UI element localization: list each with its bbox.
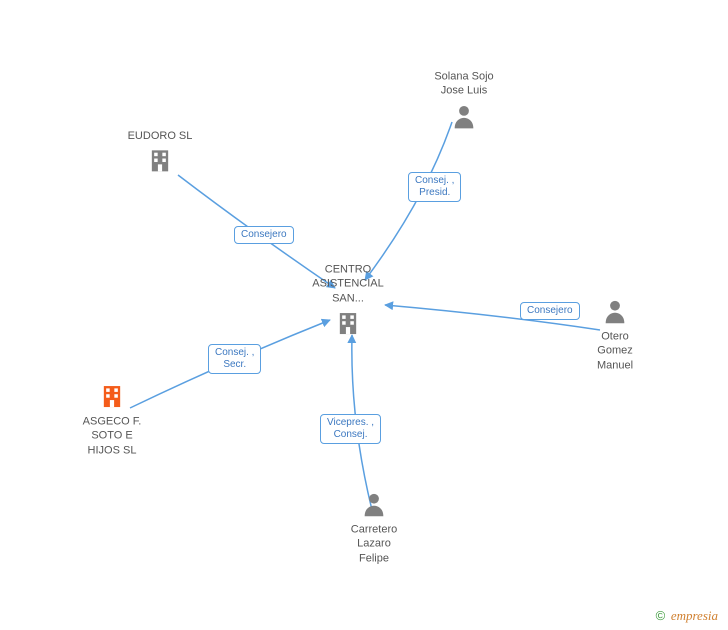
node-solana[interactable]: Solana Sojo Jose Luis xyxy=(419,70,509,131)
person-icon xyxy=(329,491,419,519)
node-center[interactable]: CENTRO ASISTENCIAL SAN... xyxy=(303,263,393,338)
node-label: Otero Gomez Manuel xyxy=(570,330,660,373)
node-label: Carretero Lazaro Felipe xyxy=(329,523,419,566)
person-icon xyxy=(419,102,509,130)
node-label: Solana Sojo Jose Luis xyxy=(419,70,509,99)
node-carretero[interactable]: Carretero Lazaro Felipe xyxy=(329,491,419,566)
node-otero[interactable]: Otero Gomez Manuel xyxy=(570,298,660,373)
node-label: ASGECO F. SOTO E HIJOS SL xyxy=(67,415,157,458)
building-icon xyxy=(303,309,393,337)
person-icon xyxy=(570,298,660,326)
node-asgeco[interactable]: ASGECO F. SOTO E HIJOS SL xyxy=(67,383,157,458)
node-label: CENTRO ASISTENCIAL SAN... xyxy=(303,263,393,306)
node-label: EUDORO SL xyxy=(115,129,205,143)
edge-label-asgeco: Consej. , Secr. xyxy=(208,344,261,374)
watermark-text: empresia xyxy=(671,608,718,623)
node-eudoro[interactable]: EUDORO SL xyxy=(115,129,205,175)
edge-label-eudoro: Consejero xyxy=(234,226,294,244)
edge-label-carretero: Vicepres. , Consej. xyxy=(320,414,381,444)
building-icon xyxy=(67,383,157,411)
edge-label-solana: Consej. , Presid. xyxy=(408,172,461,202)
copyright-symbol: © xyxy=(656,608,666,623)
watermark: © empresia xyxy=(656,608,718,624)
building-icon xyxy=(115,147,205,175)
